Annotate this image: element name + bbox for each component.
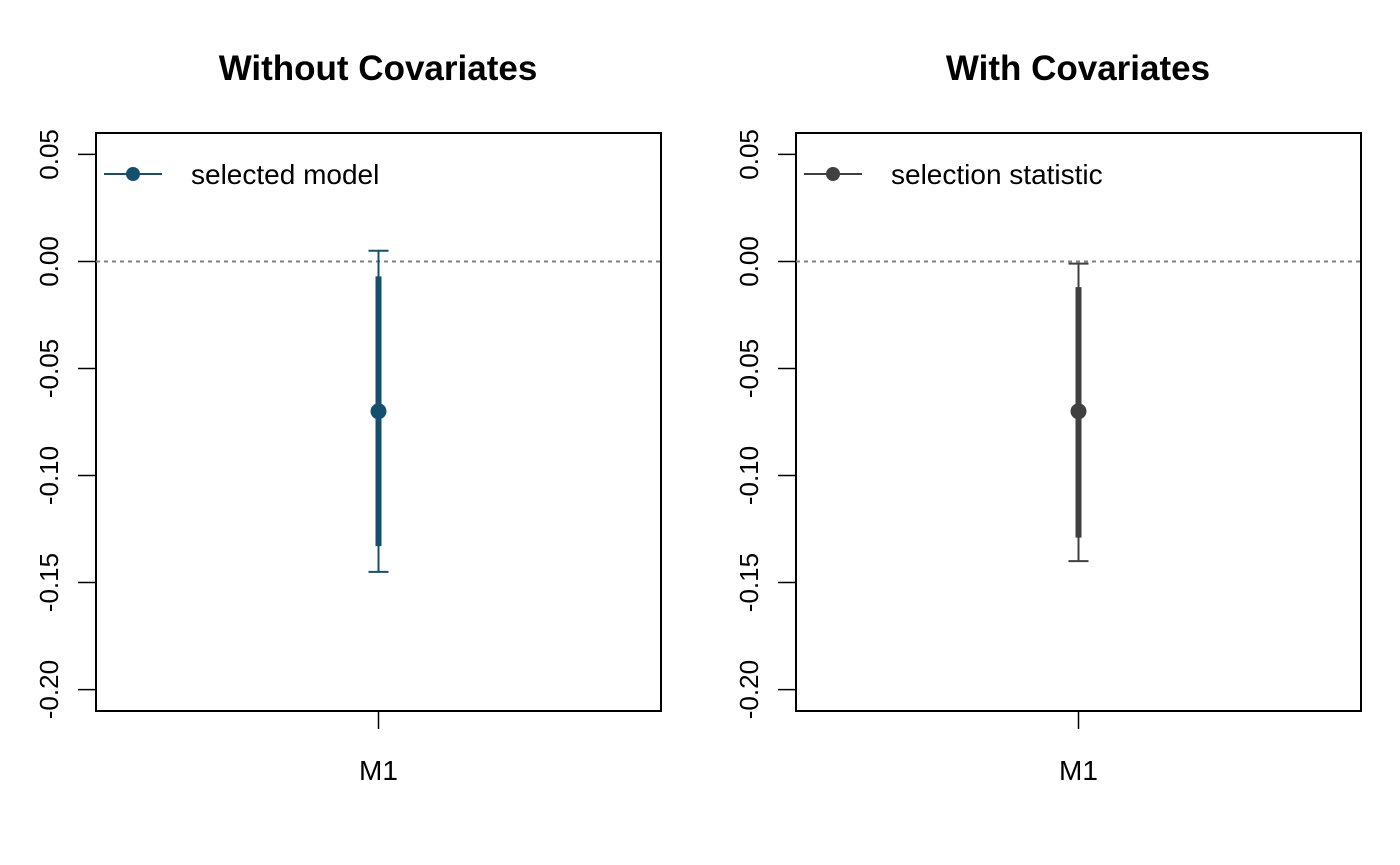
panel-1: Without Covariates 0.05 0.00 -0.05 -0.10 -0.1…: [34, 49, 661, 786]
legend-label: selection statistic: [891, 159, 1103, 190]
y-tick-label: -0.20: [734, 660, 764, 719]
y-tick-label: -0.15: [34, 553, 64, 612]
x-tick-label: M1: [1059, 755, 1098, 786]
legend-marker: [826, 167, 840, 181]
data-point-M1: [369, 251, 389, 572]
legend-label: selected model: [191, 159, 379, 190]
y-tick-label: -0.05: [734, 339, 764, 398]
y-tick-label: 0.05: [734, 129, 764, 180]
y-tick-label: -0.10: [34, 446, 64, 505]
x-tick-label: M1: [359, 755, 398, 786]
panel-title: Without Covariates: [219, 49, 538, 88]
point-estimate: [371, 403, 387, 419]
data-point-M1: [1069, 264, 1089, 562]
y-tick-label: -0.10: [734, 446, 764, 505]
panel-title: With Covariates: [946, 49, 1210, 88]
point-estimate: [1071, 403, 1087, 419]
y-tick-label: 0.05: [34, 129, 64, 180]
legend-marker: [126, 167, 140, 181]
y-tick-label: 0.00: [734, 236, 764, 287]
y-tick-label: -0.20: [34, 660, 64, 719]
panel-2: With Covariates 0.05 0.00 -0.05 -0.10 -0.15 -0…: [734, 49, 1361, 786]
y-tick-label: 0.00: [34, 236, 64, 287]
y-tick-label: -0.15: [734, 553, 764, 612]
y-tick-label: -0.05: [34, 339, 64, 398]
